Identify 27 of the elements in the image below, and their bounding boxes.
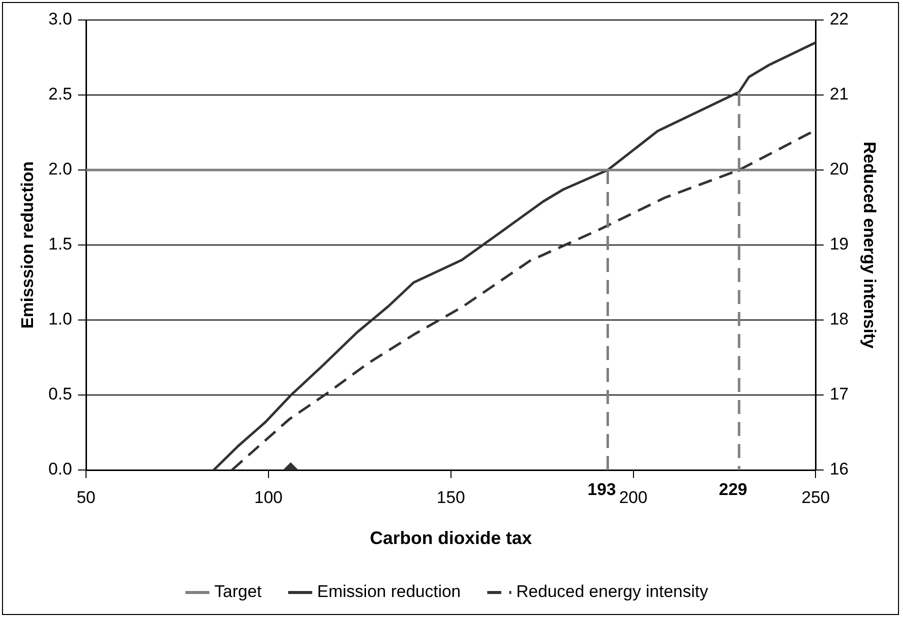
y-tick-label: 0.0 [48, 460, 72, 479]
y-tick-label: 0.5 [48, 384, 72, 404]
x-tick-label: 250 [802, 488, 830, 507]
y2-tick-label: 22 [830, 10, 849, 29]
ref-line-label: 229 [718, 480, 748, 500]
y-tick-label: 1.5 [48, 234, 72, 254]
y2-tick-label: 21 [830, 84, 849, 104]
legend-label: Target [214, 582, 262, 602]
y2-tick-label: 17 [830, 384, 849, 404]
y-tick-label: 2.0 [48, 160, 72, 179]
x-tick-label: 50 [76, 488, 96, 507]
y2-tick-label: 20 [830, 160, 849, 179]
x-axis-title: Carbon dioxide tax [370, 528, 532, 548]
y-tick-label: 2.5 [48, 84, 72, 104]
x-tick-label: 150 [436, 488, 466, 507]
x-tick-label: 200 [619, 488, 648, 507]
x-tick-label: 100 [254, 488, 283, 507]
y2-axis-title: Reduced energy intensity [860, 142, 880, 349]
y2-tick-label: 18 [830, 310, 849, 329]
ref-line-label: 193 [588, 480, 616, 500]
y2-tick-label: 19 [830, 234, 849, 254]
y-axis-title: Emisssion reduction [18, 161, 37, 329]
y-tick-label: 3.0 [48, 10, 72, 29]
legend-label: Emission reduction [317, 582, 461, 602]
y2-tick-label: 16 [830, 460, 849, 479]
legend-label: Reduced energy intensity [516, 582, 709, 602]
y-tick-label: 1.0 [48, 310, 72, 329]
